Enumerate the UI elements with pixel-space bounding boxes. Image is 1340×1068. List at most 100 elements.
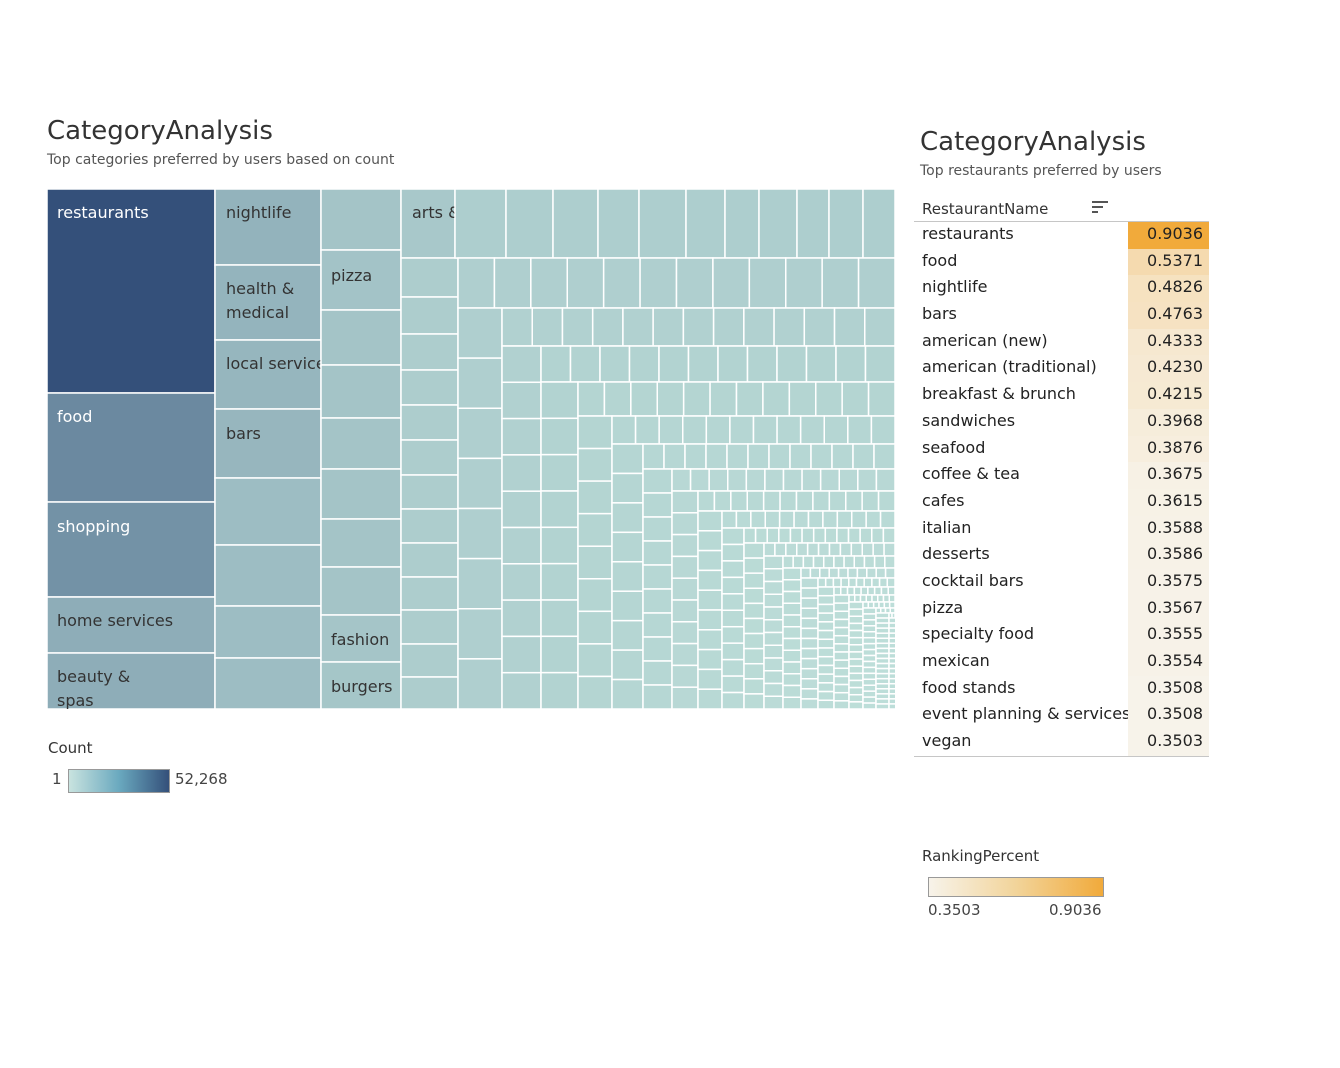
treemap-cell[interactable] xyxy=(800,688,819,700)
treemap-cell[interactable] xyxy=(320,249,402,311)
treemap-cell[interactable] xyxy=(763,631,784,646)
treemap-cell[interactable] xyxy=(812,555,825,569)
treemap-cell[interactable] xyxy=(859,594,867,603)
treemap-cell[interactable] xyxy=(875,688,890,695)
treemap-cell[interactable] xyxy=(782,567,802,581)
treemap-cell[interactable] xyxy=(501,635,542,674)
treemap-cell[interactable] xyxy=(697,549,723,572)
treemap-cell[interactable] xyxy=(888,662,895,670)
table-row[interactable]: mexican 0.3554 xyxy=(914,649,1209,676)
treemap-cell[interactable] xyxy=(833,667,850,678)
treemap-cell[interactable] xyxy=(638,189,687,259)
treemap-cell[interactable] xyxy=(697,490,716,512)
treemap-cell[interactable] xyxy=(611,561,644,592)
treemap-cell[interactable] xyxy=(848,658,864,667)
treemap-cell[interactable] xyxy=(400,333,459,371)
table-row[interactable]: vegan 0.3503 xyxy=(914,729,1209,756)
treemap-cell[interactable] xyxy=(752,415,778,445)
treemap-cell[interactable] xyxy=(817,664,835,675)
treemap-cell[interactable] xyxy=(622,307,654,347)
treemap-cell[interactable] xyxy=(801,527,815,544)
treemap-cell[interactable] xyxy=(782,590,802,604)
treemap-cell[interactable] xyxy=(817,586,835,597)
treemap-cell[interactable] xyxy=(853,586,862,596)
treemap-cell[interactable] xyxy=(642,636,673,662)
treemap-cell[interactable] xyxy=(712,307,745,347)
treemap-cell[interactable] xyxy=(812,527,827,544)
treemap-cell[interactable] xyxy=(721,543,745,562)
treemap-cell[interactable] xyxy=(833,659,850,670)
treemap-cell[interactable] xyxy=(763,542,776,557)
treemap-cell[interactable] xyxy=(843,555,856,569)
treemap-cell[interactable] xyxy=(815,381,843,417)
treemap-cell[interactable] xyxy=(848,636,864,646)
treemap-cell[interactable] xyxy=(870,415,895,445)
treemap-cell[interactable] xyxy=(875,647,890,655)
treemap-cell[interactable] xyxy=(817,603,835,614)
treemap-cell[interactable] xyxy=(888,698,895,705)
treemap-cell[interactable] xyxy=(400,643,459,678)
treemap-cell[interactable] xyxy=(879,510,895,529)
treemap-cell[interactable] xyxy=(727,468,748,492)
treemap-cell[interactable] xyxy=(800,667,819,680)
treemap-cell[interactable] xyxy=(862,619,877,627)
treemap-cell[interactable] xyxy=(862,672,877,681)
treemap-cell[interactable] xyxy=(320,309,402,366)
treemap-cell[interactable] xyxy=(848,577,858,588)
treemap-cell[interactable] xyxy=(709,381,738,417)
treemap-cell[interactable] xyxy=(817,673,835,684)
treemap-cell[interactable] xyxy=(888,627,895,634)
treemap-cell[interactable] xyxy=(806,542,820,557)
treemap-cell[interactable] xyxy=(866,567,877,579)
treemap-cell[interactable] xyxy=(835,345,867,383)
treemap-cell[interactable] xyxy=(743,647,765,665)
treemap-cell[interactable] xyxy=(762,381,791,417)
treemap-cell[interactable] xyxy=(634,415,660,445)
treemap-cell[interactable] xyxy=(848,601,864,610)
treemap-cell[interactable] xyxy=(671,642,699,667)
treemap-cell[interactable] xyxy=(671,664,699,688)
treemap-cell[interactable] xyxy=(862,636,877,645)
table-row[interactable]: specialty food 0.3555 xyxy=(914,622,1209,649)
treemap-cell[interactable] xyxy=(597,189,640,259)
treemap-cell[interactable] xyxy=(658,345,690,383)
table-row[interactable]: nightlife 0.4826 xyxy=(914,275,1209,303)
column-header-restaurant-name[interactable]: RestaurantName xyxy=(914,196,1209,222)
treemap-cell[interactable] xyxy=(721,625,745,644)
treemap-cell[interactable] xyxy=(817,629,835,641)
treemap-cell[interactable] xyxy=(320,417,402,470)
treemap-cell[interactable] xyxy=(457,357,503,409)
treemap-cell[interactable] xyxy=(671,468,692,492)
treemap-cell[interactable] xyxy=(800,637,819,650)
treemap-cell[interactable] xyxy=(828,490,847,512)
treemap-cell[interactable] xyxy=(882,594,890,603)
treemap-cell[interactable] xyxy=(788,381,817,417)
treemap-cell[interactable] xyxy=(888,672,895,680)
treemap-cell[interactable] xyxy=(743,693,765,709)
treemap-cell[interactable] xyxy=(864,307,895,347)
treemap-cell[interactable] xyxy=(743,662,765,680)
treemap-cell[interactable] xyxy=(862,654,877,663)
treemap-cell[interactable] xyxy=(763,580,784,595)
treemap-cell[interactable] xyxy=(884,567,895,579)
treemap-cell[interactable] xyxy=(856,567,868,579)
treemap-cell[interactable] xyxy=(862,613,877,621)
treemap-cell[interactable] xyxy=(671,577,699,601)
treemap-cell[interactable] xyxy=(214,339,322,410)
treemap-cell[interactable] xyxy=(875,657,890,665)
treemap-cell[interactable] xyxy=(883,542,895,557)
treemap-cell[interactable] xyxy=(800,698,819,709)
treemap-cell[interactable] xyxy=(782,468,803,492)
treemap-cell[interactable] xyxy=(400,609,459,645)
treemap-cell[interactable] xyxy=(782,626,802,640)
treemap-cell[interactable] xyxy=(888,693,895,700)
table-row[interactable]: pizza 0.3567 xyxy=(914,595,1209,623)
treemap-cell[interactable] xyxy=(400,296,459,335)
treemap-cell[interactable] xyxy=(828,567,840,579)
treemap-cell[interactable] xyxy=(671,533,699,558)
treemap-cell[interactable] xyxy=(848,686,864,696)
treemap-cell[interactable] xyxy=(540,526,579,565)
treemap-cell[interactable] xyxy=(782,684,802,698)
treemap-cell[interactable] xyxy=(875,627,890,634)
treemap-cell[interactable] xyxy=(721,691,745,709)
